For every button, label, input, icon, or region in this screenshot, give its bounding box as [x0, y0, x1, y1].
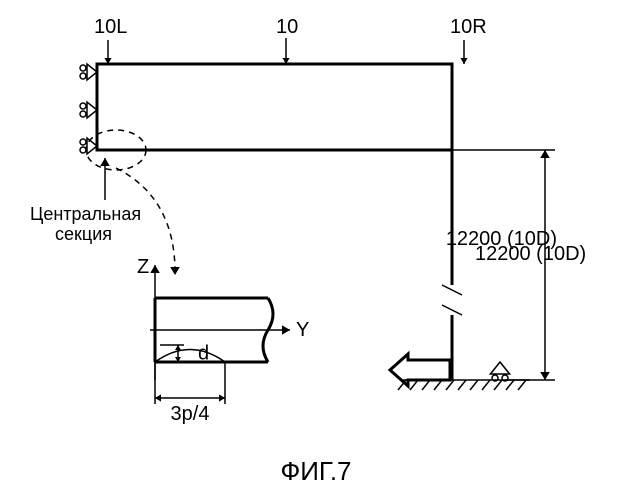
- svg-text:10R: 10R: [450, 16, 487, 38]
- svg-text:Z: Z: [137, 256, 149, 278]
- svg-text:10: 10: [276, 16, 298, 38]
- svg-text:секция: секция: [55, 224, 112, 244]
- svg-text:Центральная: Центральная: [30, 204, 141, 224]
- svg-text:ФИГ.7: ФИГ.7: [280, 456, 351, 486]
- svg-text:3p/4: 3p/4: [171, 403, 210, 425]
- svg-text:10L: 10L: [94, 16, 127, 38]
- svg-text:12200 (10D): 12200 (10D): [475, 243, 586, 265]
- svg-text:d: d: [198, 343, 209, 365]
- svg-text:Y: Y: [296, 319, 309, 341]
